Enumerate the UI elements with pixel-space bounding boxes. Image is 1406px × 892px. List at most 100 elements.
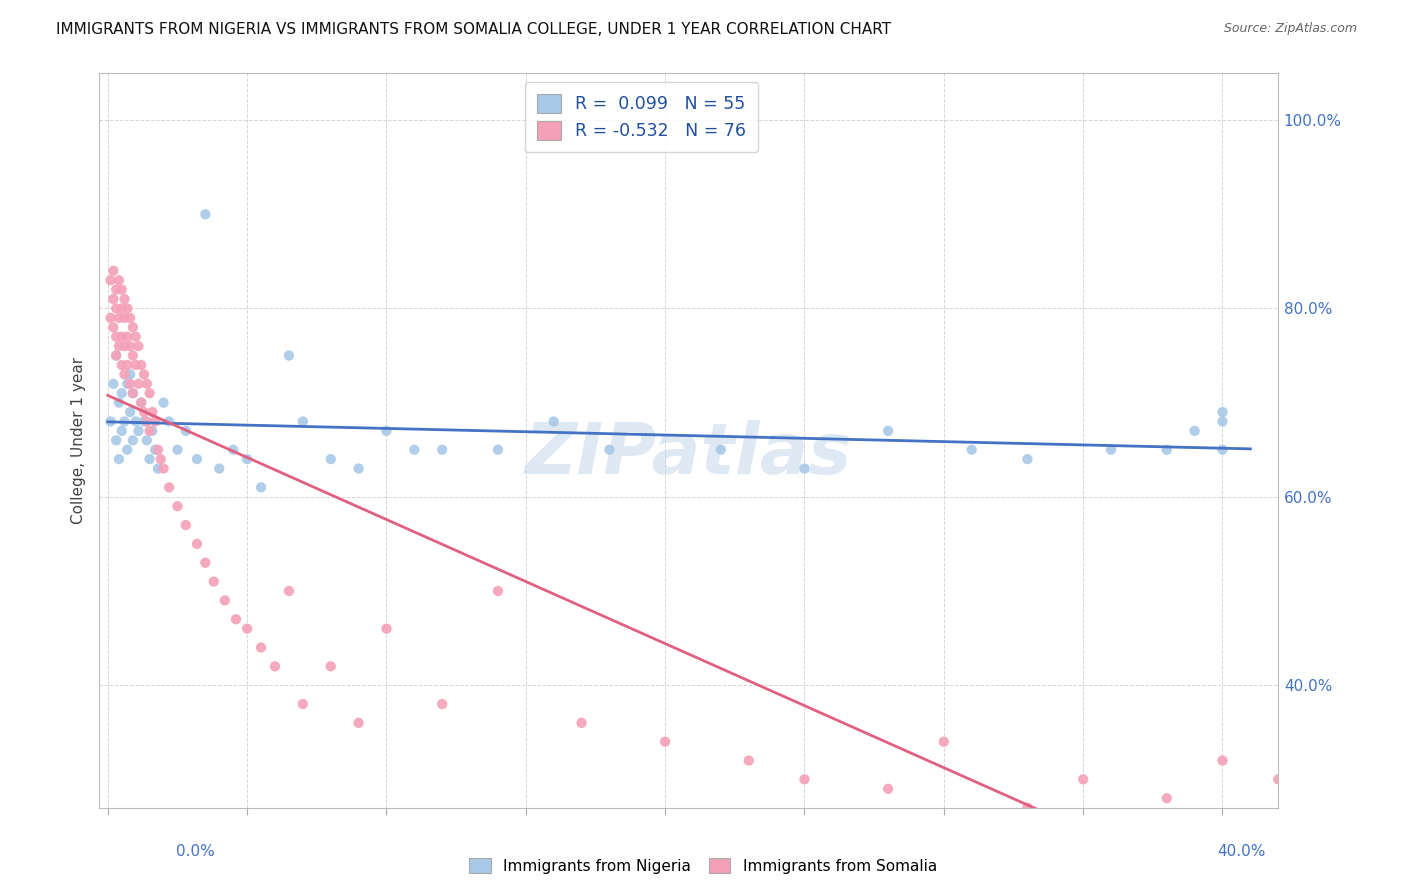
Point — [100, 273, 122, 287]
Point — [375, 622, 398, 636]
Point — [1184, 424, 1206, 438]
Point — [432, 442, 454, 457]
Point — [111, 424, 134, 438]
Point — [347, 461, 370, 475]
Point — [278, 584, 301, 599]
Point — [124, 329, 146, 343]
Point — [347, 715, 370, 730]
Point — [141, 405, 163, 419]
Point — [103, 320, 125, 334]
Point — [186, 452, 208, 467]
Legend: R =  0.099   N = 55, R = -0.532   N = 76: R = 0.099 N = 55, R = -0.532 N = 76 — [524, 82, 758, 153]
Point — [117, 358, 139, 372]
Point — [117, 376, 139, 391]
Point — [122, 386, 145, 401]
Text: ZIPatlas: ZIPatlas — [526, 420, 852, 490]
Point — [108, 395, 131, 409]
Point — [1267, 772, 1289, 787]
Point — [157, 414, 180, 428]
Point — [120, 376, 142, 391]
Point — [111, 358, 134, 372]
Point — [486, 442, 509, 457]
Point — [114, 292, 136, 306]
Point — [111, 329, 134, 343]
Point — [1351, 791, 1374, 805]
Point — [960, 442, 983, 457]
Point — [103, 264, 125, 278]
Point — [1211, 754, 1233, 768]
Point — [114, 339, 136, 353]
Point — [129, 358, 152, 372]
Point — [319, 452, 342, 467]
Point — [111, 386, 134, 401]
Point — [135, 376, 157, 391]
Point — [114, 368, 136, 382]
Point — [1156, 791, 1178, 805]
Point — [103, 376, 125, 391]
Point — [122, 320, 145, 334]
Point — [1156, 442, 1178, 457]
Point — [122, 349, 145, 363]
Point — [122, 386, 145, 401]
Point — [132, 405, 155, 419]
Point — [375, 424, 398, 438]
Point — [250, 640, 273, 655]
Point — [105, 301, 128, 316]
Point — [117, 301, 139, 316]
Point — [108, 452, 131, 467]
Point — [114, 310, 136, 325]
Point — [146, 461, 169, 475]
Point — [146, 442, 169, 457]
Point — [404, 442, 426, 457]
Point — [571, 715, 593, 730]
Point — [149, 452, 172, 467]
Point — [194, 556, 217, 570]
Point — [1211, 414, 1233, 428]
Point — [100, 414, 122, 428]
Point — [225, 612, 247, 626]
Point — [117, 329, 139, 343]
Y-axis label: College, Under 1 year: College, Under 1 year — [72, 357, 86, 524]
Point — [222, 442, 245, 457]
Point — [103, 292, 125, 306]
Point — [143, 414, 166, 428]
Point — [152, 395, 174, 409]
Point — [877, 424, 900, 438]
Point — [127, 339, 149, 353]
Point — [432, 697, 454, 711]
Text: 40.0%: 40.0% — [1218, 845, 1265, 859]
Point — [120, 405, 142, 419]
Point — [132, 368, 155, 382]
Point — [117, 442, 139, 457]
Point — [124, 414, 146, 428]
Point — [108, 310, 131, 325]
Point — [1017, 452, 1039, 467]
Point — [122, 434, 145, 448]
Point — [100, 310, 122, 325]
Point — [120, 339, 142, 353]
Text: Source: ZipAtlas.com: Source: ZipAtlas.com — [1223, 22, 1357, 36]
Point — [166, 442, 188, 457]
Point — [710, 442, 733, 457]
Point — [186, 537, 208, 551]
Point — [143, 442, 166, 457]
Point — [108, 339, 131, 353]
Point — [1071, 772, 1094, 787]
Point — [236, 452, 259, 467]
Point — [174, 518, 197, 533]
Point — [543, 414, 565, 428]
Point — [138, 424, 160, 438]
Point — [105, 349, 128, 363]
Point — [111, 283, 134, 297]
Point — [120, 368, 142, 382]
Point — [127, 376, 149, 391]
Point — [202, 574, 225, 589]
Point — [250, 480, 273, 494]
Point — [138, 452, 160, 467]
Point — [132, 414, 155, 428]
Point — [105, 329, 128, 343]
Point — [138, 386, 160, 401]
Point — [291, 414, 314, 428]
Point — [111, 301, 134, 316]
Point — [793, 461, 815, 475]
